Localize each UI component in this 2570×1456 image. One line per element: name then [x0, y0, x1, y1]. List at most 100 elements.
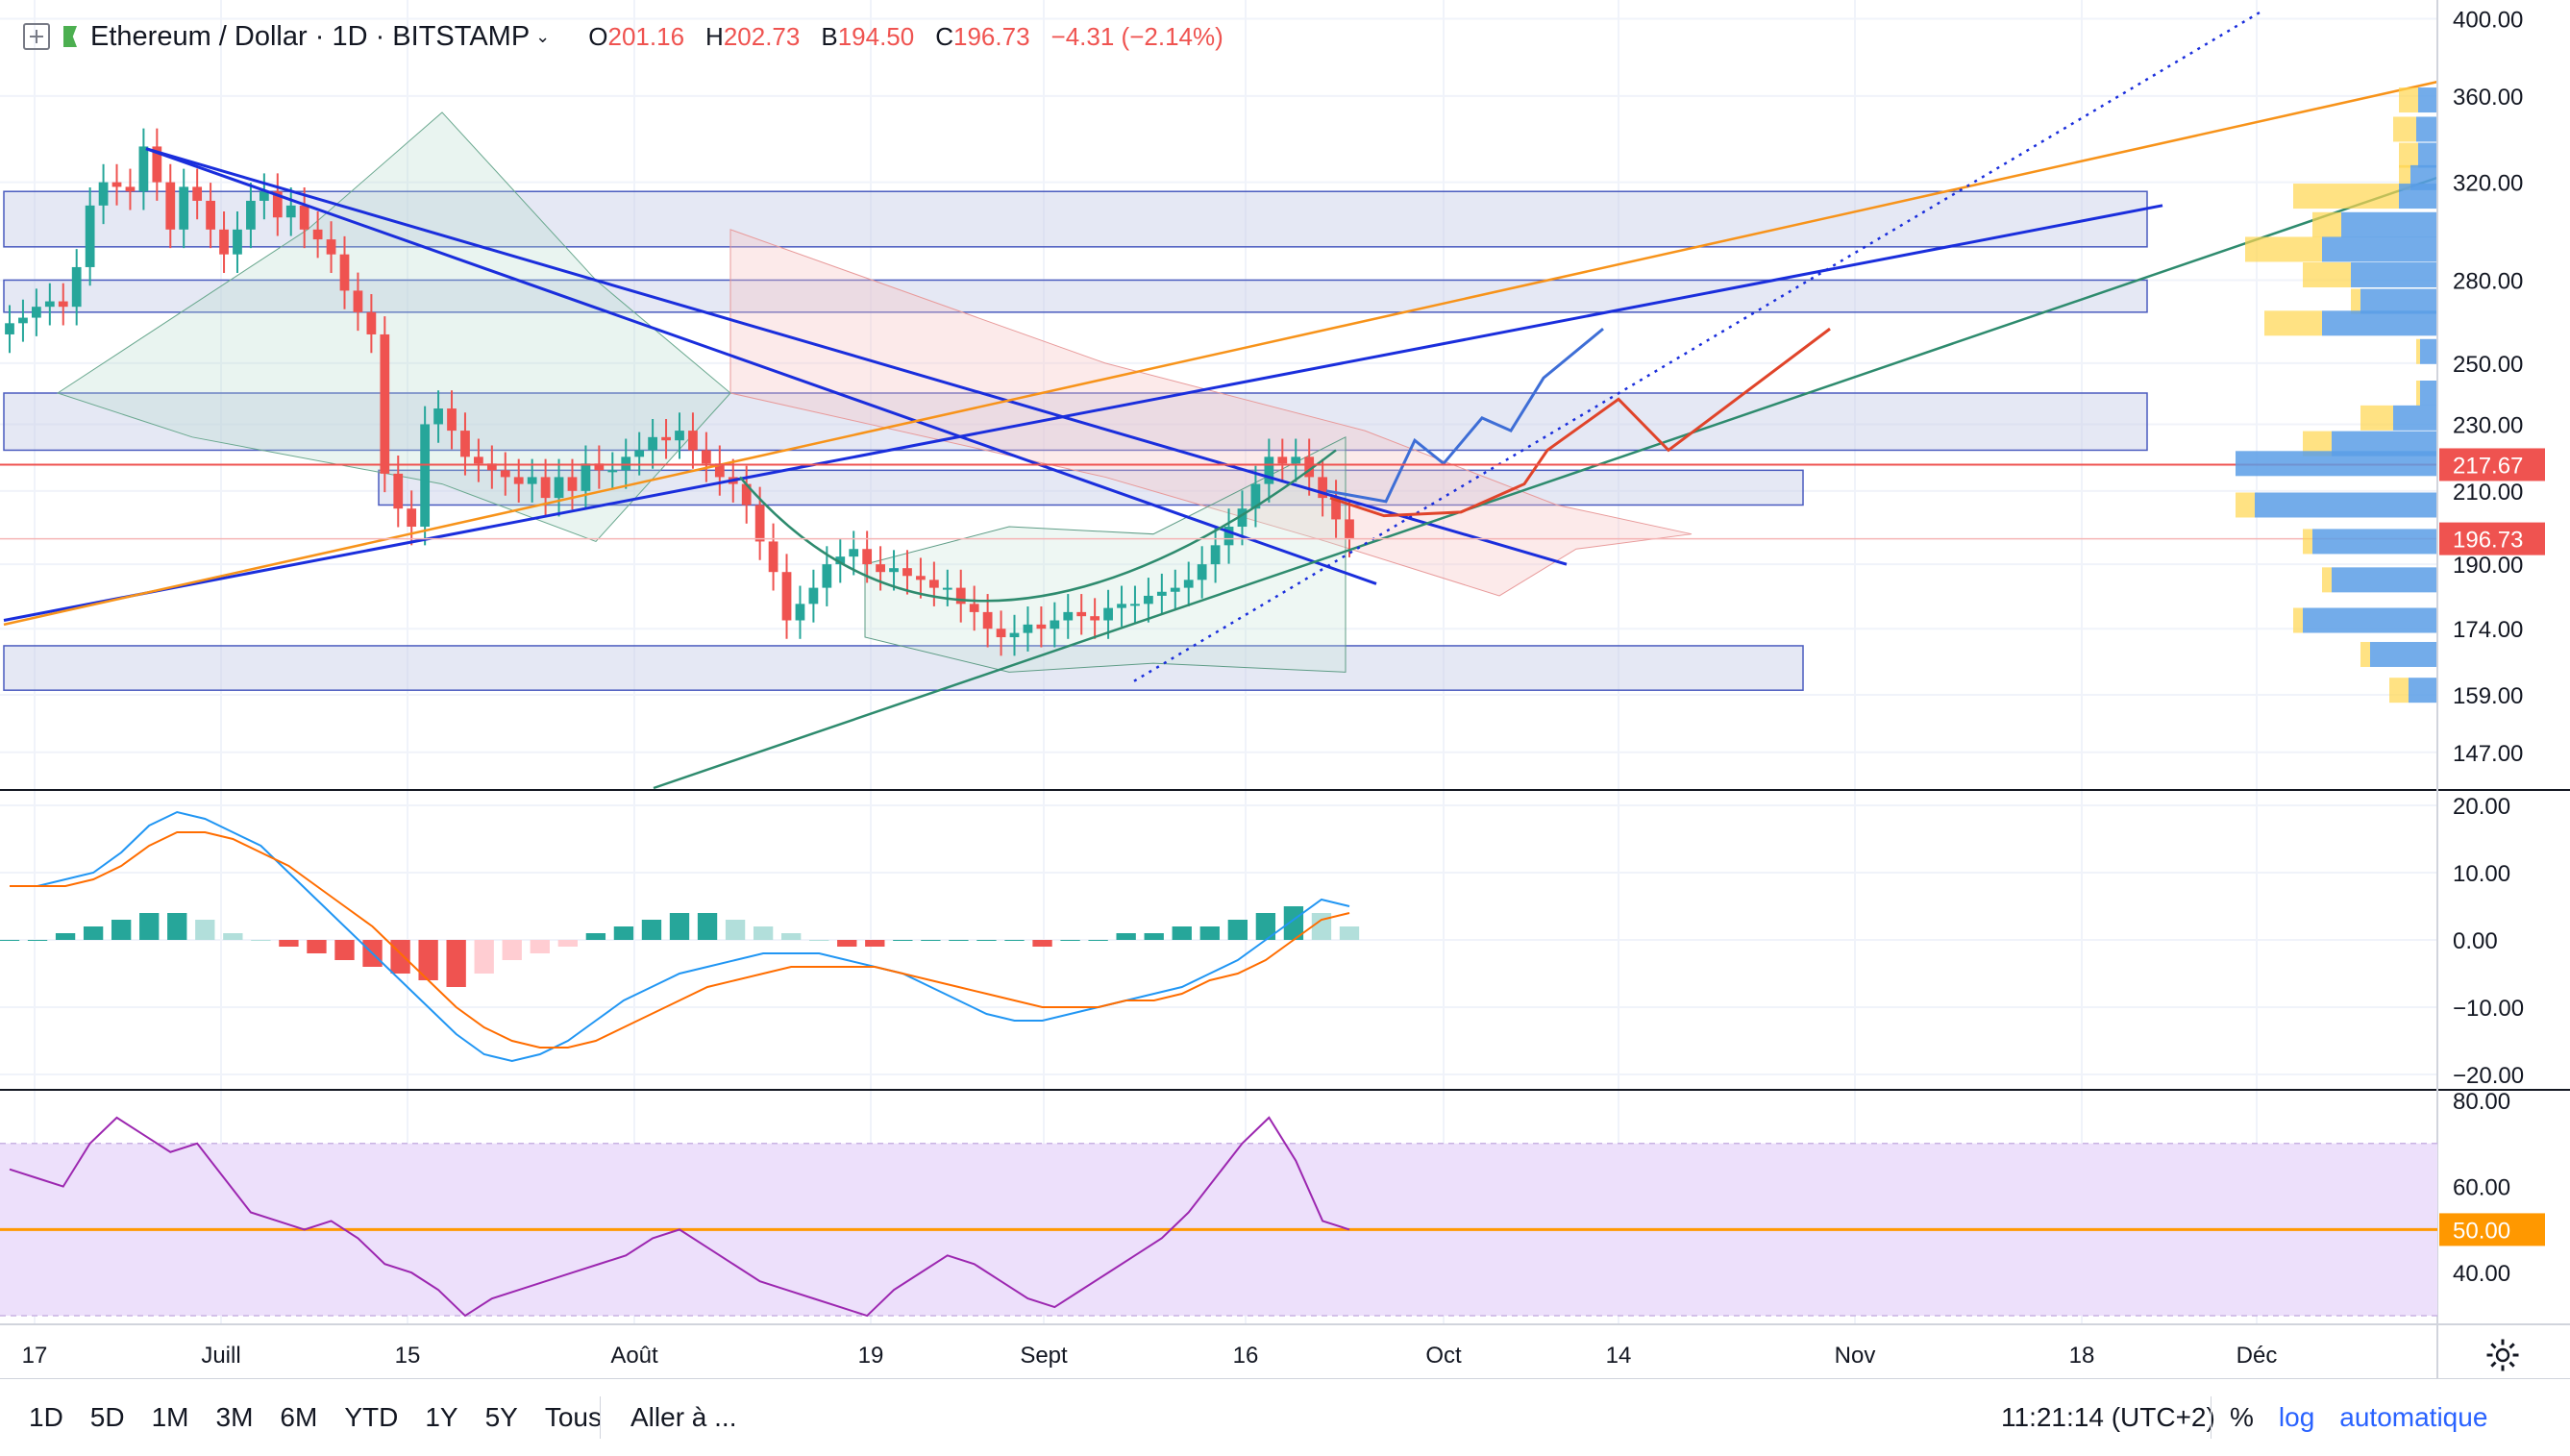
candle-body — [58, 301, 68, 308]
macd-histogram-bar — [111, 920, 132, 940]
volume-profile-bar — [2351, 262, 2437, 288]
price-axis-tick: 190.00 — [2453, 553, 2523, 579]
rsi-line — [9, 1116, 1350, 1318]
volume-profile-bar — [2409, 678, 2437, 703]
last-price-tag: 196.73 — [2453, 528, 2523, 554]
volume-profile-bar — [2312, 211, 2341, 237]
candle-body — [1144, 595, 1153, 605]
range-button[interactable]: 6M — [280, 1402, 318, 1432]
candle-body — [85, 205, 95, 267]
candle-body — [1197, 564, 1207, 580]
add-symbol-icon[interactable] — [23, 23, 50, 50]
volume-profile-bar — [2416, 338, 2420, 364]
candle-body — [916, 576, 926, 580]
candle-body — [1331, 498, 1341, 520]
time-axis-label: Sept — [1020, 1343, 1068, 1369]
volume-profile-bar — [2255, 492, 2437, 518]
volume-profile-bar — [2236, 492, 2255, 518]
volume-profile-bar — [2303, 529, 2312, 555]
volume-profile-bar — [2370, 641, 2437, 667]
settings-gear-icon[interactable] — [2485, 1338, 2520, 1372]
candle-body — [312, 229, 323, 240]
price-axis-tick: 147.00 — [2453, 741, 2523, 767]
clock-timezone[interactable]: 11:21:14 (UTC+2) — [2001, 1402, 2215, 1432]
price-axis-tick: 250.00 — [2453, 352, 2523, 378]
macd-histogram-bar — [418, 940, 438, 980]
projection-path-red — [1329, 327, 1831, 518]
candle-body — [1130, 604, 1140, 606]
candle-body — [433, 408, 443, 425]
macd-histogram-bar — [613, 926, 634, 940]
volume-profile-bar — [2416, 116, 2437, 142]
candle-body — [219, 229, 229, 255]
volume-profile-bar — [2245, 236, 2322, 262]
rounding-bottom-arc — [739, 449, 1337, 603]
candle-body — [192, 186, 203, 201]
time-axis-label: 15 — [395, 1343, 421, 1369]
range-button[interactable]: 5Y — [484, 1402, 518, 1432]
price-axis-tick: 159.00 — [2453, 683, 2523, 709]
range-button[interactable]: Tous — [544, 1402, 602, 1432]
macd-axis-tick: 0.00 — [2453, 928, 2498, 954]
candle-body — [688, 431, 698, 451]
price-change: −4.31 (−2.14%) — [1050, 21, 1223, 51]
macd-axis-tick: −10.00 — [2453, 996, 2524, 1022]
symbol-title[interactable]: Ethereum / Dollar · 1D · BITSTAMP — [90, 20, 531, 52]
range-button[interactable]: 3M — [215, 1402, 254, 1432]
range-button[interactable]: 1M — [151, 1402, 189, 1432]
volume-profile-bar — [2236, 451, 2437, 477]
volume-profile-bar — [2264, 310, 2322, 336]
macd-histogram-bar — [195, 920, 215, 940]
ohlc-values: O201.16 H202.73 B194.50 C196.73 — [588, 21, 1030, 51]
candle-body — [527, 477, 537, 484]
range-button[interactable]: 1D — [29, 1402, 63, 1432]
chevron-down-icon[interactable]: ⌄ — [535, 26, 551, 46]
percent-toggle[interactable]: % — [2230, 1402, 2254, 1432]
volume-profile-bar — [2399, 184, 2437, 210]
volume-profile-bar — [2393, 405, 2437, 431]
candle-body — [634, 450, 645, 457]
candle-body — [1036, 624, 1047, 629]
candle-body — [540, 477, 551, 499]
macd-histogram-bar — [809, 940, 829, 941]
exchange-flag-icon — [63, 26, 77, 47]
candle-body — [1291, 457, 1301, 464]
range-button[interactable]: YTD — [344, 1402, 399, 1432]
candle-body — [474, 457, 483, 464]
macd-histogram-bar — [976, 940, 997, 941]
candle-body — [1117, 604, 1126, 608]
candle-body — [165, 182, 176, 230]
candle-body — [366, 311, 377, 334]
range-button[interactable]: 5D — [89, 1402, 125, 1432]
candle-body — [152, 146, 162, 183]
candle-body — [233, 229, 242, 255]
time-axis-label: 18 — [2069, 1343, 2095, 1369]
log-toggle[interactable]: log — [2278, 1402, 2315, 1432]
auto-scale-toggle[interactable]: automatique — [2339, 1402, 2488, 1432]
volume-profile-bar — [2393, 116, 2416, 142]
time-axis-label: 16 — [1233, 1343, 1259, 1369]
candle-body — [5, 323, 14, 334]
macd-histogram-bar — [1144, 933, 1164, 940]
candle-body — [1345, 519, 1354, 539]
macd-histogram-bar — [1116, 933, 1136, 940]
time-axis-label: Nov — [1835, 1343, 1876, 1369]
candle-body — [353, 290, 363, 312]
macd-histogram-bar — [837, 940, 857, 947]
candle-body — [1183, 580, 1194, 588]
candle-body — [18, 317, 28, 324]
macd-histogram-bar — [921, 940, 941, 941]
volume-profile-bar — [2420, 338, 2437, 364]
macd-axis-tick: 10.00 — [2453, 861, 2510, 887]
downtrend-line-2 — [145, 147, 1568, 566]
candle-body — [447, 408, 457, 432]
candle-body — [246, 200, 256, 230]
candle-body — [928, 580, 939, 588]
macd-signal-line — [10, 831, 1350, 1049]
price-tag: 217.67 — [2453, 453, 2523, 479]
candle-body — [942, 587, 952, 590]
goto-date-button[interactable]: Aller à ... — [630, 1402, 737, 1432]
projection-path-blue — [1325, 327, 1604, 504]
range-button[interactable]: 1Y — [425, 1402, 458, 1432]
